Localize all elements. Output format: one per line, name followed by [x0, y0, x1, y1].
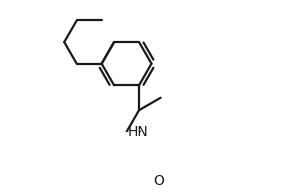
Text: HN: HN [128, 125, 149, 139]
Text: O: O [153, 174, 164, 188]
